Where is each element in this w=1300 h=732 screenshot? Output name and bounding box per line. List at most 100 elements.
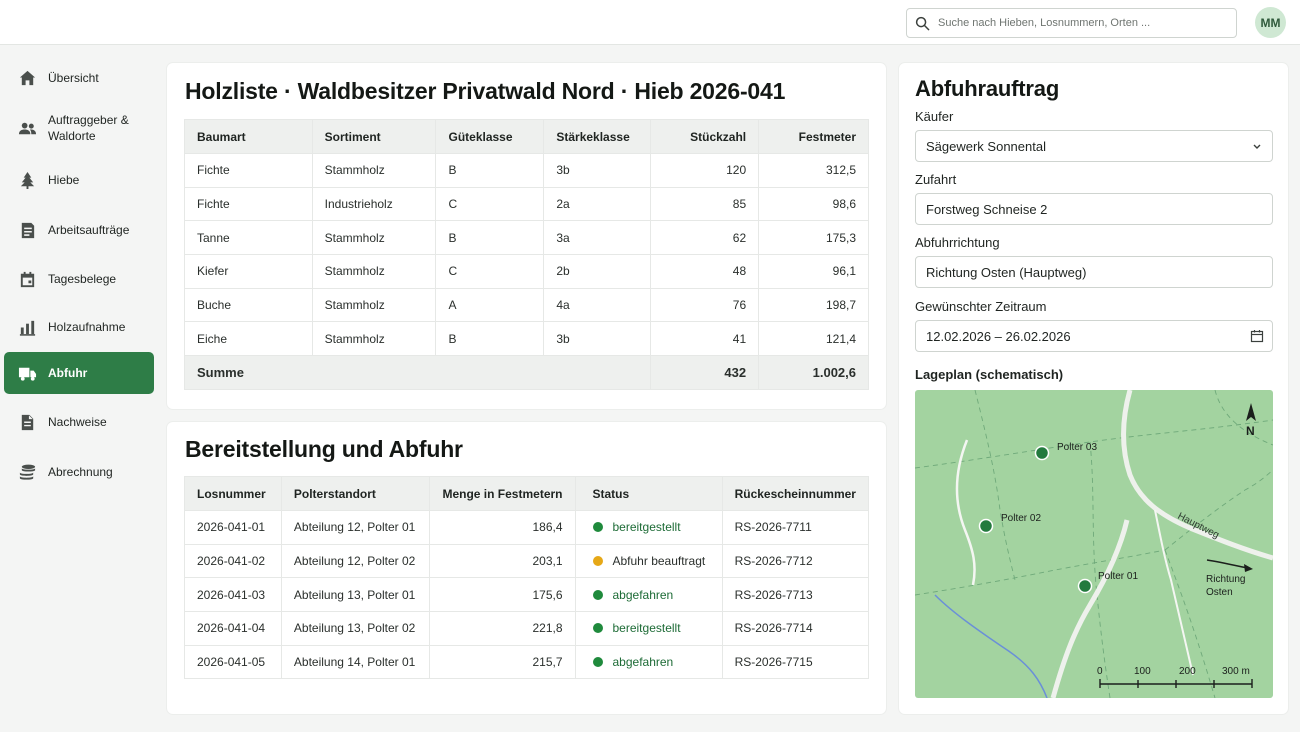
polter-marker[interactable]	[1077, 578, 1093, 594]
cell-sortiment: Industrieholz	[311, 186, 437, 222]
cell-sortiment: Stammholz	[311, 220, 437, 256]
zufahrt-field[interactable]: Forstweg Schneise 2	[915, 193, 1273, 225]
cell-staerkeklasse: 4a	[543, 287, 652, 323]
column-header[interactable]: Polterstandort	[280, 476, 431, 511]
table-row[interactable]: Buche Stammholz A 4a 76 198,7	[184, 287, 869, 323]
chevron-down-icon	[1253, 144, 1261, 149]
sidebar-item-label: Abrechnung	[48, 465, 113, 479]
polter-marker[interactable]	[1034, 445, 1050, 461]
sidebar-item-abfuhr[interactable]: Abfuhr	[4, 352, 154, 394]
scale-bar	[1099, 679, 1253, 688]
table-row[interactable]: 2026-041-02 Abteilung 12, Polter 02 203,…	[184, 543, 870, 579]
status-dot	[592, 623, 603, 634]
column-header[interactable]: Rückescheinnummer	[721, 476, 870, 511]
cell-menge: 215,7	[429, 644, 576, 680]
cell-sortiment: Stammholz	[311, 287, 437, 323]
sidebar-item-auftraggeber[interactable]: Auftraggeber & Waldorte	[4, 108, 154, 148]
search-input[interactable]	[938, 17, 1228, 29]
column-header[interactable]: Sortiment	[311, 119, 437, 154]
cell-status: bereitgestellt	[574, 611, 723, 646]
table-row[interactable]: 2026-041-05 Abteilung 14, Polter 01 215,…	[184, 644, 870, 680]
column-header[interactable]: Stärkeklasse	[543, 119, 652, 154]
bereitstellung-card: Bereitstellung und Abfuhr Losnummer Polt…	[167, 422, 886, 714]
sidebar-item-tagesbelege[interactable]: Tagesbelege	[4, 263, 154, 295]
column-header[interactable]: Festmeter	[758, 119, 869, 154]
zufahrt-label: Zufahrt	[915, 172, 957, 187]
sidebar-item-abrechnung[interactable]: Abrechnung	[4, 456, 154, 488]
direction-arrowhead	[1244, 564, 1253, 572]
forest-road	[1050, 519, 1130, 698]
column-header[interactable]: Losnummer	[184, 476, 282, 511]
calendar-icon[interactable]	[1250, 329, 1264, 343]
polter-label: Polter 02	[1001, 513, 1041, 524]
cell-losnummer: 2026-041-05	[184, 644, 282, 680]
table-row[interactable]: 2026-041-04 Abteilung 13, Polter 02 221,…	[184, 611, 870, 646]
cell-festmeter: 198,7	[758, 287, 869, 323]
sidebar-item-label: Tagesbelege	[48, 272, 117, 286]
scale-tick-label: 100	[1134, 666, 1151, 677]
table-row[interactable]: Eiche Stammholz B 3b 41 121,4	[184, 321, 869, 357]
lageplan-map[interactable]: Hauptweg Richtung Osten N Polter 03 Polt…	[915, 390, 1273, 698]
bereitstellung-table: Losnummer Polterstandort Menge in Festme…	[184, 476, 870, 680]
cell-sortiment: Stammholz	[311, 153, 437, 188]
bereitstellung-title: Bereitstellung und Abfuhr	[185, 436, 463, 462]
cell-polterstandort: Abteilung 12, Polter 01	[280, 510, 431, 545]
cell-stueckzahl: 85	[650, 186, 760, 222]
avatar[interactable]: MM	[1255, 7, 1286, 38]
column-header[interactable]: Güteklasse	[435, 119, 545, 154]
cell-baumart: Eiche	[184, 321, 313, 357]
zeitraum-field[interactable]: 12.02.2026 – 26.02.2026	[915, 320, 1273, 352]
cell-stueckzahl: 120	[650, 153, 760, 188]
sidebar-item-label: Abfuhr	[48, 366, 88, 380]
home-icon	[17, 68, 37, 88]
sidebar-item-arbeitsauftraege[interactable]: Arbeitsaufträge	[4, 214, 154, 246]
table-row[interactable]: Fichte Industrieholz C 2a 85 98,6	[184, 186, 869, 222]
cell-festmeter: 121,4	[758, 321, 869, 357]
status-dot	[592, 556, 603, 567]
column-header[interactable]: Stückzahl	[650, 119, 760, 154]
kaeufer-value: Sägewerk Sonnental	[926, 138, 1046, 154]
forest-path	[955, 439, 976, 586]
cell-status: abgefahren	[574, 577, 723, 613]
cell-festmeter: 98,6	[758, 186, 869, 222]
polter-label: Polter 03	[1057, 442, 1097, 453]
cell-baumart: Buche	[184, 287, 313, 323]
cell-festmeter: 175,3	[758, 220, 869, 256]
direction-label-line2: Osten	[1206, 587, 1233, 598]
holzliste-table: Baumart Sortiment Güteklasse Stärkeklass…	[183, 119, 869, 391]
cell-rueckescheinnummer: RS-2026-7713	[721, 577, 870, 613]
direction-arrow	[1206, 559, 1248, 569]
kaeufer-select[interactable]: Sägewerk Sonnental	[915, 130, 1273, 162]
zeitraum-value: 12.02.2026 – 26.02.2026	[926, 328, 1071, 344]
table-row[interactable]: Fichte Stammholz B 3b 120 312,5	[184, 153, 869, 188]
cell-stueckzahl: 48	[650, 254, 760, 289]
cell-gueteklasse: C	[435, 186, 545, 222]
direction-label-line1: Richtung	[1206, 574, 1245, 585]
table-row[interactable]: 2026-041-03 Abteilung 13, Polter 01 175,…	[184, 577, 870, 613]
cell-rueckescheinnummer: RS-2026-7711	[721, 510, 870, 545]
cell-gueteklasse: B	[435, 153, 545, 188]
holzliste-title: Holzliste · Waldbesitzer Privatwald Nord…	[185, 78, 786, 104]
status-text: abgefahren	[612, 655, 674, 670]
stream-line	[934, 594, 1048, 698]
column-header[interactable]: Menge in Festmetern	[429, 476, 576, 511]
sum-festmeter: 1.002,6	[758, 355, 869, 391]
polter-marker[interactable]	[978, 518, 994, 534]
sidebar-item-label: Hiebe	[48, 173, 80, 187]
abfuhrrichtung-field[interactable]: Richtung Osten (Hauptweg)	[915, 256, 1273, 288]
sidebar-item-nachweise[interactable]: Nachweise	[4, 406, 154, 438]
search-box[interactable]	[906, 8, 1237, 38]
cell-gueteklasse: A	[435, 287, 545, 323]
sum-label: Summe	[183, 355, 652, 391]
column-header[interactable]: Baumart	[184, 119, 313, 154]
status-dot	[592, 657, 603, 668]
table-row[interactable]: Tanne Stammholz B 3a 62 175,3	[184, 220, 869, 256]
top-bar: MM	[0, 0, 1300, 45]
column-header[interactable]: Status	[574, 476, 723, 511]
sidebar-item-hiebe[interactable]: Hiebe	[4, 164, 154, 196]
sidebar-item-uebersicht[interactable]: Übersicht	[4, 62, 154, 94]
sidebar-item-holzaufnahme[interactable]: Holzaufnahme	[4, 311, 154, 343]
cell-gueteklasse: C	[435, 254, 545, 289]
table-row[interactable]: 2026-041-01 Abteilung 12, Polter 01 186,…	[184, 510, 870, 545]
table-row[interactable]: Kiefer Stammholz C 2b 48 96,1	[184, 254, 869, 289]
